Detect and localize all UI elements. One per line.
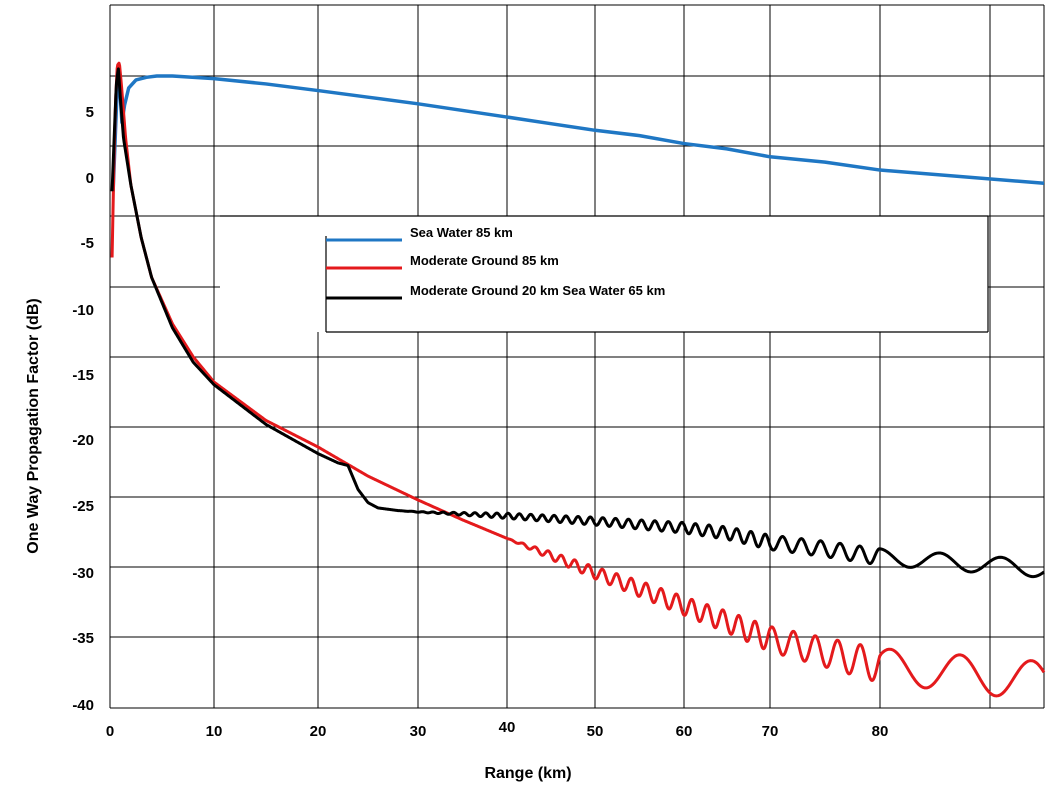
series-line-mixed-path <box>110 67 1045 579</box>
x-tick-labels: 0 10 20 30 40 50 60 70 80 <box>106 719 889 740</box>
legend-background <box>220 216 988 332</box>
grid <box>109 4 1045 709</box>
legend-label: Moderate Ground 85 km <box>410 253 559 268</box>
y-tick-label: -20 <box>72 432 94 449</box>
y-tick-label: -30 <box>72 565 94 582</box>
x-tick-label: 30 <box>410 723 427 740</box>
x-tick-label: 50 <box>587 723 604 740</box>
y-tick-label: -40 <box>72 697 94 714</box>
y-tick-label: -15 <box>72 367 94 384</box>
y-tick-label: -25 <box>72 498 94 515</box>
x-axis-title: Range (km) <box>484 765 571 782</box>
x-tick-label: 20 <box>310 723 327 740</box>
x-tick-label: 80 <box>872 723 889 740</box>
series-line-sea-water-85km <box>111 70 1045 192</box>
legend-label: Moderate Ground 20 km Sea Water 65 km <box>410 283 665 298</box>
y-tick-label: -35 <box>72 630 94 647</box>
x-tick-label: 70 <box>762 723 779 740</box>
y-tick-label: 5 <box>86 104 94 121</box>
x-tick-label: 10 <box>206 723 223 740</box>
x-tick-label: 0 <box>106 723 114 740</box>
y-tick-label: 0 <box>86 170 94 187</box>
y-axis-title: One Way Propagation Factor (dB) <box>25 298 42 553</box>
series-line-moderate-ground-85km <box>110 61 1046 698</box>
y-tick-label: -5 <box>81 235 94 252</box>
x-tick-label: 40 <box>499 719 516 736</box>
y-tick-label: -10 <box>72 302 94 319</box>
y-tick-labels: 5 0 -5 -10 -15 -20 -25 -30 -35 -40 <box>72 104 94 714</box>
x-tick-label: 60 <box>676 723 693 740</box>
legend: Sea Water 85 km Moderate Ground 85 km Mode… <box>220 215 989 333</box>
series-lines <box>110 61 1046 698</box>
legend-label: Sea Water 85 km <box>410 225 513 240</box>
